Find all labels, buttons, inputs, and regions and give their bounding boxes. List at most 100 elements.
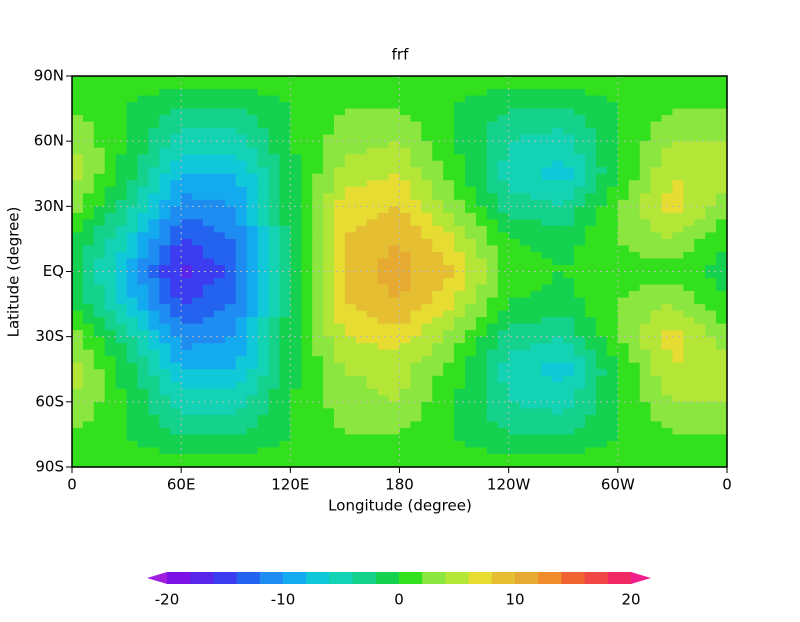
contour-cell <box>552 89 564 97</box>
contour-cell <box>82 225 95 233</box>
contour-cell <box>563 310 575 318</box>
contour-cell <box>246 245 259 253</box>
contour-cell <box>126 317 139 325</box>
contour-cell <box>465 76 477 84</box>
contour-cell <box>192 414 204 422</box>
contour-cell <box>454 264 466 273</box>
contour-cell <box>596 212 608 220</box>
contour-cell <box>465 356 477 364</box>
contour-cell <box>224 271 237 279</box>
contour-cell <box>93 76 106 84</box>
contour-cell <box>563 395 575 403</box>
contour-cell <box>159 304 171 312</box>
contour-cell <box>235 440 248 449</box>
contour-cell <box>181 434 193 442</box>
contour-cell <box>508 369 521 377</box>
contour-cell <box>377 245 390 253</box>
contour-cell <box>159 134 171 142</box>
contour-cell <box>170 336 182 344</box>
contour-cell <box>683 264 695 273</box>
contour-cell <box>377 115 390 123</box>
contour-cell <box>694 193 706 201</box>
contour-cell <box>705 115 717 123</box>
contour-cell <box>497 121 510 129</box>
contour-cell <box>115 199 128 207</box>
contour-cell <box>683 323 695 331</box>
contour-cell <box>126 173 139 181</box>
y-tick-label: 60N <box>34 132 64 150</box>
contour-cell <box>213 82 226 90</box>
contour-cell <box>388 453 401 462</box>
contour-cell <box>203 349 215 357</box>
contour-cell <box>486 362 499 370</box>
contour-cell <box>486 395 499 403</box>
contour-cell <box>475 408 488 416</box>
contour-cell <box>486 128 499 136</box>
contour-cell <box>203 180 215 188</box>
contour-cell <box>334 232 346 240</box>
contour-cell <box>268 271 281 279</box>
contour-cell <box>115 330 128 338</box>
contour-cell <box>93 427 106 436</box>
contour-cell <box>279 76 291 84</box>
contour-cell <box>432 102 444 110</box>
contour-cell <box>137 212 150 220</box>
contour-cell <box>432 167 444 175</box>
contour-cell <box>508 427 521 436</box>
contour-cell <box>465 180 477 188</box>
contour-cell <box>606 199 619 207</box>
contour-cell <box>530 330 543 338</box>
contour-cell <box>246 278 259 286</box>
contour-cell <box>344 323 357 331</box>
contour-cell <box>705 238 717 247</box>
contour-cell <box>628 245 641 253</box>
contour-cell <box>530 401 543 409</box>
contour-cell <box>563 388 575 396</box>
contour-cell <box>137 89 150 97</box>
contour-cell <box>454 199 466 207</box>
contour-cell <box>552 427 564 436</box>
contour-cell <box>323 310 335 318</box>
contour-cell <box>716 115 728 123</box>
contour-cell <box>399 238 412 247</box>
contour-cell <box>617 121 630 129</box>
contour-cell <box>268 264 281 273</box>
contour-cell <box>279 408 291 416</box>
contour-cell <box>82 238 95 247</box>
contour-cell <box>661 317 674 325</box>
contour-cell <box>596 323 608 331</box>
contour-cell <box>486 271 499 279</box>
contour-cell <box>115 219 128 227</box>
contour-cell <box>672 238 684 247</box>
contour-cell <box>552 343 564 351</box>
contour-cell <box>475 238 488 247</box>
contour-cell <box>268 434 281 442</box>
contour-cell <box>181 440 193 449</box>
contour-cell <box>421 427 433 436</box>
contour-cell <box>203 186 215 194</box>
contour-cell <box>323 141 335 149</box>
contour-cell <box>508 128 521 136</box>
contour-cell <box>257 336 270 344</box>
contour-cell <box>192 317 204 325</box>
contour-cell <box>334 369 346 377</box>
contour-cell <box>563 421 575 429</box>
contour-cell <box>170 102 182 110</box>
contour-cell <box>290 160 302 168</box>
contour-cell <box>72 134 84 142</box>
contour-cell <box>268 212 281 220</box>
contour-cell <box>650 160 663 168</box>
contour-cell <box>432 356 444 364</box>
contour-cell <box>639 271 652 279</box>
contour-cell <box>519 212 532 220</box>
contour-cell <box>432 330 444 338</box>
contour-cell <box>235 219 248 227</box>
contour-cell <box>694 258 706 266</box>
contour-cell <box>596 395 608 403</box>
contour-cell <box>104 251 117 260</box>
contour-cell <box>355 232 368 240</box>
contour-cell <box>705 362 717 370</box>
contour-cell <box>705 297 717 305</box>
contour-cell <box>606 206 619 214</box>
contour-cell <box>170 382 182 390</box>
